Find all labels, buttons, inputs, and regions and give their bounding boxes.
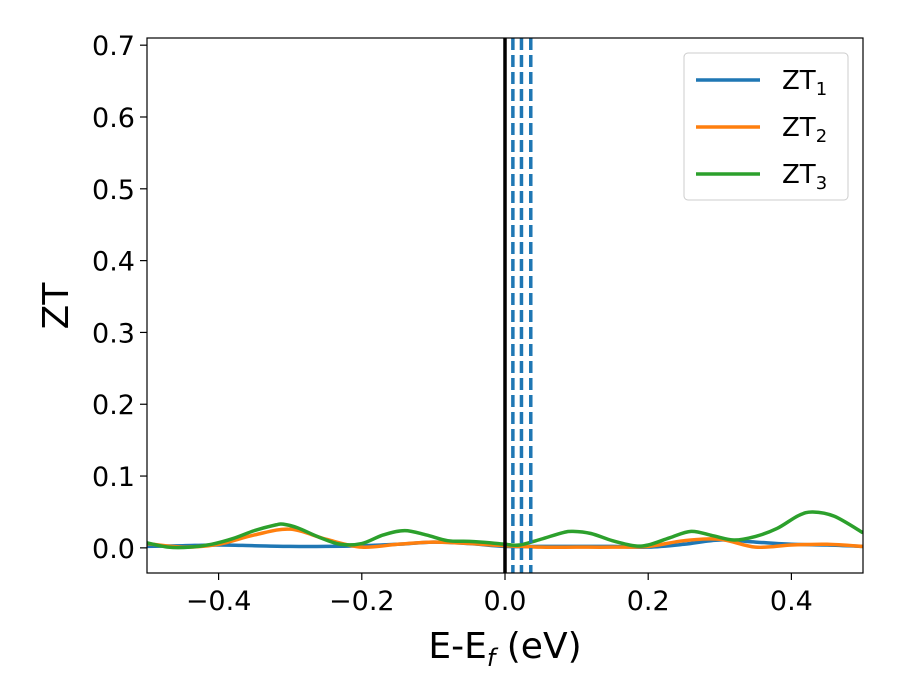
plot-area	[147, 38, 863, 573]
y-tick-label: 0.7	[92, 31, 135, 62]
y-tick-label: 0.5	[92, 175, 135, 206]
x-tick-label: −0.2	[329, 586, 395, 617]
legend: ZT1 ZT2 ZT3	[683, 52, 849, 201]
x-axis: −0.4 −0.2 0.0 0.2 0.4	[186, 573, 813, 617]
x-axis-title: E-Ef (eV)	[428, 626, 581, 672]
legend-label-zt3: ZT3	[782, 160, 827, 194]
y-axis-title: ZT	[36, 282, 77, 330]
y-axis: 0.0 0.1 0.2 0.3 0.4 0.5 0.6 0.7	[92, 31, 147, 565]
legend-label-zt1: ZT1	[782, 66, 827, 100]
y-tick-label: 0.0	[92, 534, 135, 565]
x-tick-label: 0.2	[627, 586, 670, 617]
x-tick-label: −0.4	[186, 586, 252, 617]
legend-box	[683, 52, 849, 201]
y-tick-label: 0.3	[92, 318, 135, 349]
y-tick-label: 0.4	[92, 247, 135, 278]
x-axis-title-unit: (eV)	[495, 626, 581, 667]
x-tick-label: 0.4	[770, 586, 813, 617]
y-tick-label: 0.2	[92, 390, 135, 421]
x-tick-label: 0.0	[484, 586, 527, 617]
legend-label-zt2: ZT2	[782, 113, 827, 147]
y-tick-label: 0.1	[92, 462, 135, 493]
y-tick-label: 0.6	[92, 103, 135, 134]
